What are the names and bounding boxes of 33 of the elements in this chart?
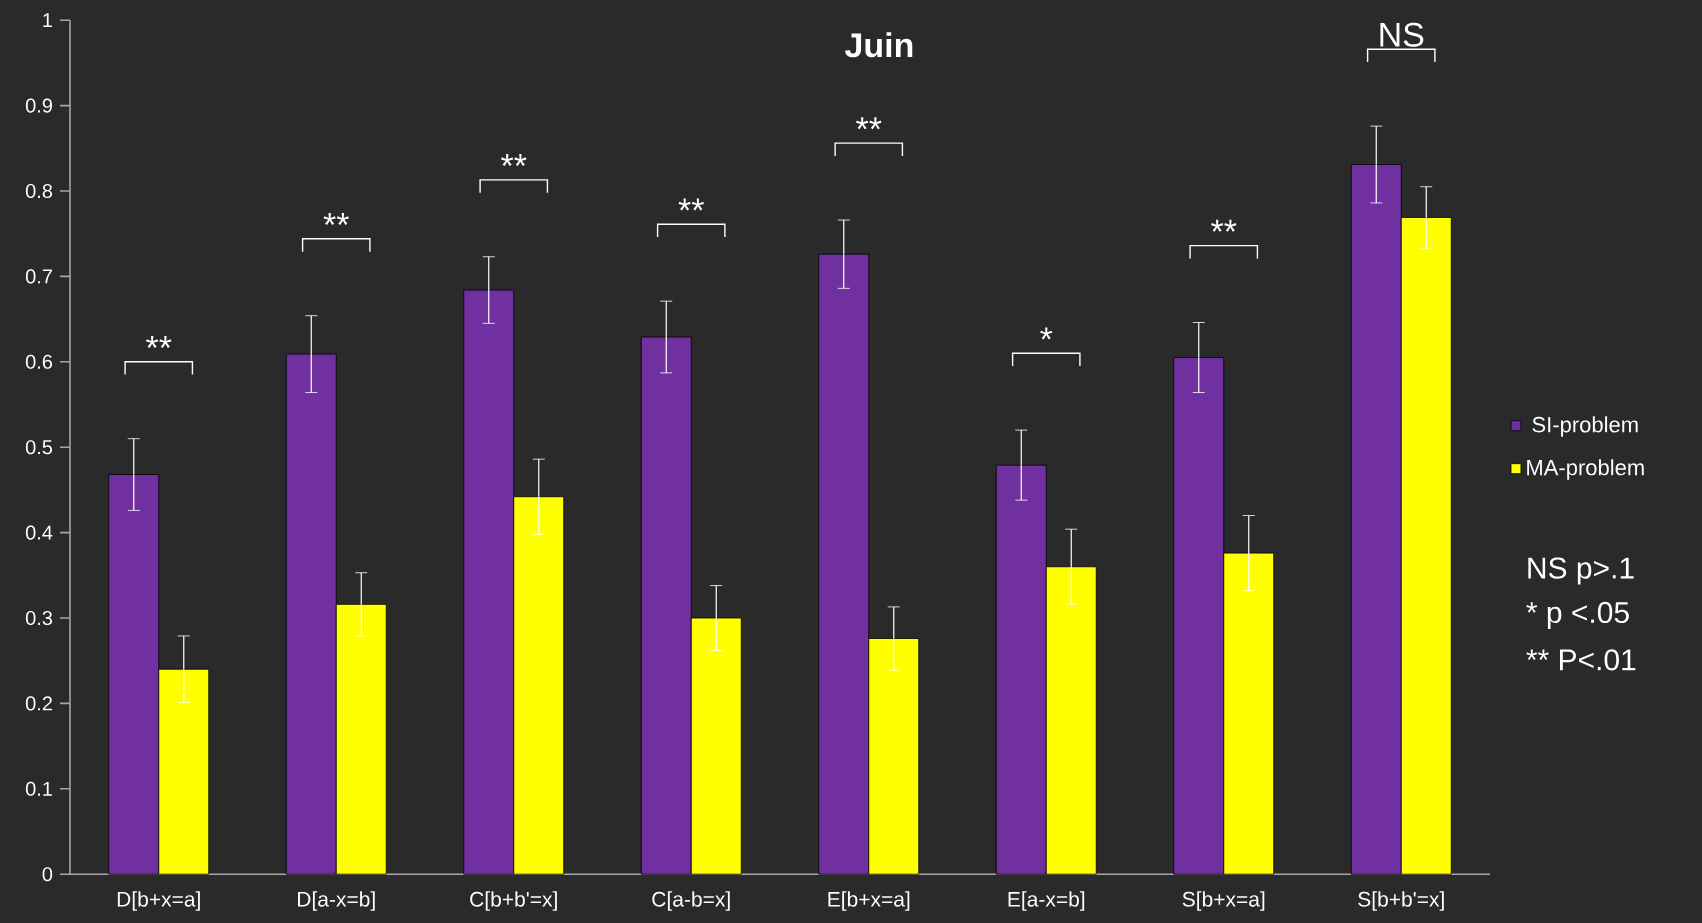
- y-tick-label: 0.5: [25, 440, 53, 455]
- legend-label: SI-problem: [1532, 416, 1638, 437]
- x-tick-label: E[a-x=b]: [1008, 891, 1085, 911]
- annotation: **: [501, 154, 527, 167]
- text: NS p>.1: [1528, 557, 1634, 585]
- x-tick-label: D[a-x=b]: [298, 891, 375, 911]
- annotation: **: [856, 117, 882, 130]
- x-tick-label: S[b+b'=x]: [1358, 891, 1444, 911]
- y-tick-label: 0.4: [25, 525, 53, 540]
- y-tick-label: 0.3: [25, 610, 53, 626]
- annotation: **: [678, 198, 704, 211]
- annotation: *: [1040, 327, 1053, 340]
- y-tick-label: 0.7: [25, 269, 52, 284]
- annotation: **: [146, 336, 172, 348]
- y-tick-label: 0.9: [25, 98, 53, 113]
- y-tick-label: 0: [42, 867, 53, 882]
- y-tick-label: 1: [43, 13, 52, 28]
- text: ** P<.01: [1526, 649, 1636, 671]
- x-tick-label: D[b+x=a]: [117, 891, 200, 911]
- y-tick-label: 0.8: [25, 183, 53, 199]
- x-tick-label: C[b+b'=x]: [470, 891, 557, 911]
- annotation: **: [1211, 219, 1237, 232]
- chart-title: Juin: [844, 32, 913, 58]
- x-tick-label: E[b+x=a]: [828, 891, 910, 911]
- x-tick-label: S[b+x=a]: [1182, 891, 1265, 911]
- y-tick-label: 0.2: [25, 696, 52, 711]
- y-tick-label: 0.6: [25, 354, 53, 369]
- annotation: **: [323, 213, 349, 225]
- text: * p <.05: [1526, 601, 1629, 630]
- legend-label: MA-problem: [1527, 459, 1644, 480]
- y-tick-label: 0.1: [25, 781, 52, 796]
- annotation: NS: [1380, 22, 1424, 47]
- x-tick-label: C[a-b=x]: [652, 891, 730, 911]
